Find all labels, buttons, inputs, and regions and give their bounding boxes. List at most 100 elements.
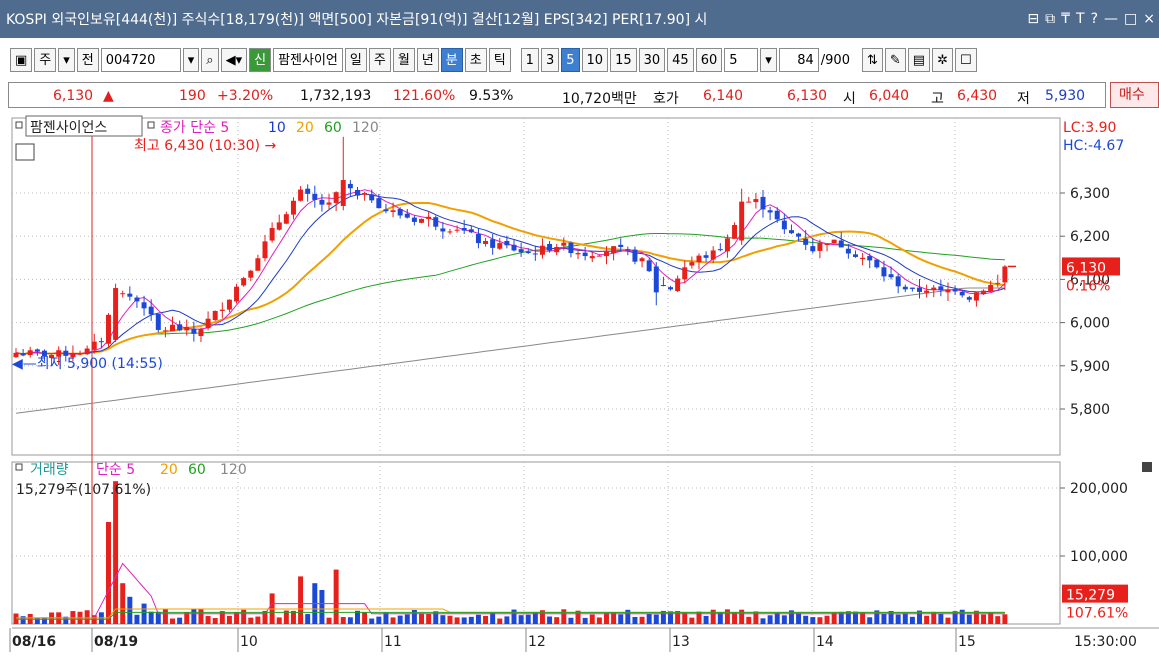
minute-button-1[interactable]: 1 (520, 48, 539, 72)
volume-current-label: 15,279주(107.61%) (16, 482, 151, 498)
candle-body (525, 251, 531, 254)
candle-body (803, 238, 809, 245)
volume-bar (739, 609, 745, 624)
volume-bar (34, 617, 40, 624)
period-button-1[interactable]: 주 (368, 48, 391, 72)
close-icon[interactable]: × (1143, 11, 1155, 27)
save-icon[interactable]: ▤ (907, 48, 931, 72)
layout-icon[interactable]: ▣ (10, 48, 33, 72)
period-button-4[interactable]: 분 (440, 48, 463, 72)
period-button-2[interactable]: 월 (392, 48, 415, 72)
candle-body (369, 194, 375, 201)
candle-body (155, 313, 161, 330)
candle-body (924, 290, 930, 293)
volume-bar (675, 610, 681, 624)
market-dropdown-icon[interactable]: ▾ (58, 48, 75, 72)
popup-icon[interactable]: ⧉ (1045, 11, 1056, 27)
volume-bar (767, 615, 773, 624)
candle-body (440, 228, 446, 232)
pin-icon[interactable]: ₸ (1061, 11, 1071, 27)
stock-code-input[interactable]: 004720 (100, 48, 181, 72)
indicator-icon[interactable]: ✎ (884, 48, 906, 72)
minute-button-5[interactable]: 5 (561, 48, 580, 72)
help-icon[interactable]: ? (1090, 11, 1099, 27)
candle-body (981, 290, 987, 295)
candle-body (198, 329, 204, 336)
quote-change-pct: +3.20% (217, 88, 274, 104)
buy-button[interactable]: 매수 (1110, 82, 1159, 108)
minute-button-15[interactable]: 15 (610, 48, 637, 72)
volume-bar (376, 616, 382, 624)
count-input[interactable]: 84 (778, 48, 819, 72)
minute-buttons: 1 3 5 10 15 30 45 60 (520, 48, 723, 72)
candle-body (852, 254, 858, 257)
minute-button-3[interactable]: 3 (540, 48, 560, 72)
volume-bar (611, 612, 617, 624)
candle-body (283, 214, 289, 224)
volume-bar (461, 617, 467, 624)
minimize-icon[interactable]: — (1104, 11, 1119, 27)
restore-icon[interactable]: ⊟ (1027, 11, 1040, 27)
minute-button-45[interactable]: 45 (667, 48, 694, 72)
volume-bar (653, 614, 659, 624)
volume-tick-label-0: 200,000 (1070, 481, 1128, 497)
volume-legend-ma-20: 20 (160, 462, 178, 478)
minute-button-10[interactable]: 10 (581, 48, 609, 72)
volume-bar (162, 609, 168, 624)
candle-body (703, 255, 709, 258)
candle-body (824, 243, 830, 245)
speaker-icon[interactable]: ◀▾ (220, 48, 248, 72)
maximize-icon[interactable]: □ (1124, 11, 1138, 27)
font-icon[interactable]: T (1076, 11, 1085, 27)
chart-area[interactable]: 6,300 6,200 6,100 6,000 5,900 5,800 200,000 100… (0, 112, 1159, 655)
candle-body (575, 253, 581, 255)
chart-tool-icon[interactable]: ⇅ (861, 48, 883, 72)
period-button-6[interactable]: 틱 (488, 48, 511, 72)
lc-label: LC:3.90 (1063, 120, 1116, 136)
candle-body (433, 217, 439, 227)
candle-body (262, 241, 268, 259)
interval-dropdown-icon[interactable]: ▾ (760, 48, 777, 72)
chart-svg[interactable]: 6,3006,2006,1006,0005,9005,800200,000100… (0, 112, 1159, 655)
candle-body (632, 249, 638, 262)
volume-bar (539, 610, 545, 624)
market-select[interactable]: 주 (34, 48, 57, 72)
legend-name-frame (25, 115, 143, 137)
volume-bar (682, 611, 688, 624)
candle-body (177, 324, 183, 331)
candle-body (84, 348, 90, 355)
candle-body (767, 210, 773, 213)
quote-high: 6,430 (957, 88, 998, 104)
volume-tick-label-1: 100,000 (1070, 549, 1128, 565)
period-button-5[interactable]: 초 (464, 48, 487, 72)
search-icon[interactable]: ⌕ (201, 48, 219, 72)
candle-body (831, 239, 837, 244)
candle-body (646, 260, 652, 272)
candle-body (817, 243, 823, 251)
volume-bar (475, 614, 481, 624)
candle-body (98, 341, 104, 343)
minute-button-30[interactable]: 30 (638, 48, 666, 72)
candle-body (226, 299, 232, 310)
volume-bar (561, 609, 567, 624)
period-button-0[interactable]: 일 (344, 48, 367, 72)
volume-bar (724, 609, 730, 624)
candle-body (70, 354, 76, 358)
prefix-label[interactable]: 전 (76, 48, 99, 72)
checkbox-icon[interactable]: ☐ (955, 48, 977, 72)
volume-bar (660, 610, 666, 624)
interval-input[interactable]: 5 (724, 48, 759, 72)
ma-10-line (15, 193, 1006, 355)
settings-icon[interactable]: ✲ (932, 48, 953, 72)
candle-body (959, 291, 965, 296)
period-button-3[interactable]: 년 (416, 48, 439, 72)
candle-body (639, 258, 645, 262)
open-label: 시 (843, 91, 856, 107)
code-dropdown-icon[interactable]: ▾ (182, 48, 200, 72)
candle-body (333, 192, 339, 203)
minute-button-60[interactable]: 60 (695, 48, 723, 72)
volume-bar (952, 611, 958, 624)
volume-bar (582, 617, 588, 624)
legend-stock-name: 팜젠사이언스 (30, 120, 107, 136)
candle-body (113, 288, 119, 340)
